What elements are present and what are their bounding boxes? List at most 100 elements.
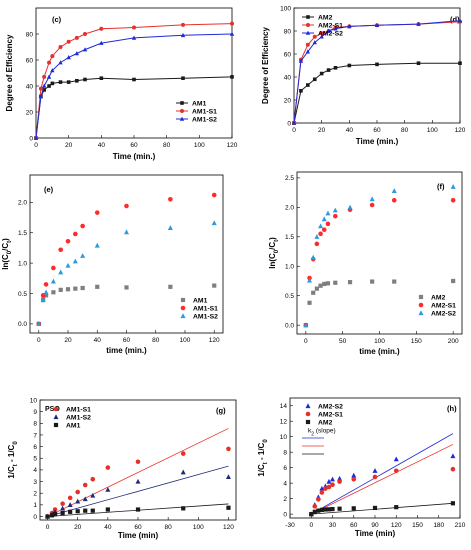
data-point xyxy=(60,510,65,516)
data-point xyxy=(391,188,397,193)
panel-label: (h) xyxy=(447,404,457,413)
data-point xyxy=(58,247,64,253)
data-point xyxy=(309,512,314,517)
plot-frame xyxy=(289,397,461,519)
data-point xyxy=(326,484,332,490)
y-axis-label: Degree of Efficiency xyxy=(261,26,270,103)
x-tick-label: 60 xyxy=(134,524,142,531)
y-tick-label: 10 xyxy=(280,434,288,441)
legend-marker xyxy=(306,23,310,27)
panel-label: (f) xyxy=(437,182,445,191)
legend-marker xyxy=(305,403,311,409)
x-axis-label: time (min.) xyxy=(106,346,147,355)
y-tick-label: 0.5 xyxy=(285,293,294,300)
data-point xyxy=(132,77,136,82)
x-tick-label: 40 xyxy=(104,524,112,531)
data-point xyxy=(38,94,44,99)
x-tick-label: 20 xyxy=(65,142,73,149)
legend-label: AM2 xyxy=(318,14,333,21)
data-point xyxy=(74,51,80,56)
data-point xyxy=(180,32,186,38)
legend-marker xyxy=(306,15,310,19)
x-tick-label: 80 xyxy=(152,337,160,344)
data-point xyxy=(372,468,378,473)
legend-marker xyxy=(180,313,186,319)
data-point xyxy=(211,192,217,198)
data-point xyxy=(105,487,111,492)
x-tick-label: 80 xyxy=(163,142,171,149)
x-axis-label: Time (min.) xyxy=(113,152,156,161)
data-point xyxy=(135,478,141,484)
data-point xyxy=(375,62,379,67)
data-point xyxy=(303,322,309,328)
data-point xyxy=(323,507,328,512)
x-tick-label: 120 xyxy=(227,142,238,149)
y-tick-label: 2 xyxy=(283,496,287,503)
legend-label: AM1-S1 xyxy=(66,406,91,413)
data-point xyxy=(333,213,338,219)
y-tick-label: 8 xyxy=(283,449,287,456)
data-point xyxy=(46,74,52,79)
y-tick-label: 5 xyxy=(33,456,37,463)
data-point xyxy=(369,202,375,208)
data-point xyxy=(42,88,46,92)
data-point xyxy=(45,514,50,519)
data-point xyxy=(319,485,325,491)
legend-label: AM2-S2 xyxy=(431,310,456,317)
data-point xyxy=(82,47,88,52)
data-point xyxy=(75,489,80,495)
legend-label: AM1-S1 xyxy=(192,108,217,115)
data-point xyxy=(319,490,325,495)
x-tick-label: 40 xyxy=(94,337,102,344)
data-point xyxy=(225,474,231,479)
data-point xyxy=(43,289,49,295)
y-tick-label: 2.5 xyxy=(285,175,294,182)
data-point xyxy=(58,269,64,275)
data-point xyxy=(326,28,331,33)
y-tick-label: 1.5 xyxy=(18,230,27,237)
data-point xyxy=(311,290,316,295)
y-tick-label: 0 xyxy=(287,120,291,127)
data-point xyxy=(90,492,96,498)
data-point xyxy=(135,459,141,465)
legend-label: AM1-S2 xyxy=(66,414,91,421)
panel-annotation: PSO xyxy=(45,406,60,413)
legend-label: AM2-S1 xyxy=(318,22,343,29)
data-point xyxy=(351,506,356,511)
x-tick-label: 60 xyxy=(123,337,131,344)
fit-line xyxy=(311,433,454,515)
data-point xyxy=(229,31,235,36)
data-point xyxy=(124,203,129,209)
data-point xyxy=(347,63,352,68)
x-tick-label: 30 xyxy=(329,522,337,529)
data-point xyxy=(33,135,39,140)
data-point xyxy=(393,456,399,462)
y-axis-label: 1/Ct - 1/C0 xyxy=(7,441,19,479)
data-point xyxy=(230,21,234,26)
data-point xyxy=(305,42,310,47)
x-tick-label: 80 xyxy=(165,524,173,531)
data-point xyxy=(38,86,43,91)
panel-g: 0 20 40 60 80 100 120 0 1 2 3 4 5 6 7 8 9 10 Time (min) 1/C… xyxy=(7,397,237,540)
y-tick-label: 4 xyxy=(33,467,37,474)
series-AM2-S2 xyxy=(303,184,456,328)
data-point xyxy=(73,286,78,291)
panel-label: (c) xyxy=(52,15,62,24)
legend-marker xyxy=(180,109,184,113)
data-point xyxy=(82,482,88,488)
data-point xyxy=(181,506,186,511)
data-point xyxy=(73,231,78,237)
data-point xyxy=(68,509,73,514)
data-point xyxy=(330,482,335,488)
data-point xyxy=(66,39,71,44)
data-point xyxy=(58,60,63,65)
y-tick-label: 10 xyxy=(30,397,38,404)
data-point xyxy=(347,24,352,29)
data-point xyxy=(131,35,137,40)
x-tick-label: 0 xyxy=(304,338,308,345)
data-point xyxy=(95,284,100,289)
